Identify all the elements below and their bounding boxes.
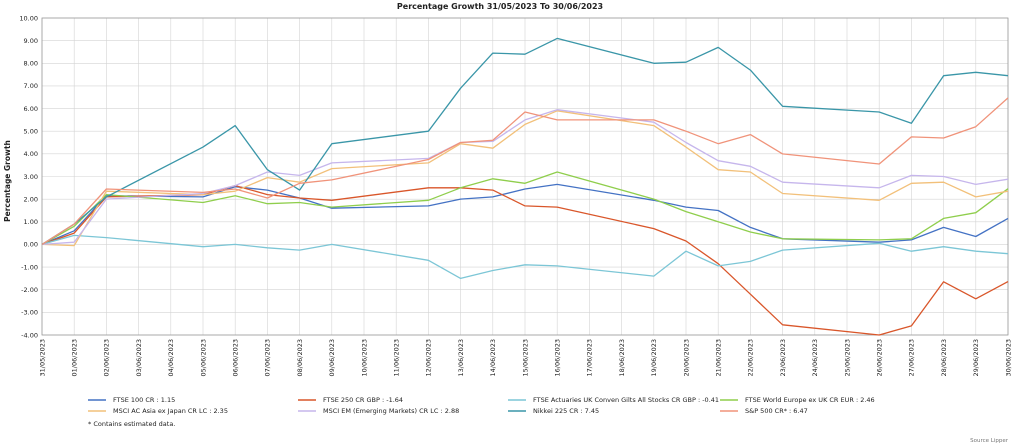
x-tick-label: 30/06/2023 [1004,339,1012,376]
legend-entry: FTSE Actuaries UK Conven Gilts All Stock… [533,396,719,404]
x-tick-label: 18/06/2023 [618,339,626,376]
x-tick-label: 02/06/2023 [103,339,111,376]
series-line-7 [41,37,1009,245]
source-credit: Source Lipper [970,438,1009,444]
chart-title: Percentage Growth 31/05/2023 To 30/06/20… [397,2,603,11]
x-tick-label: 14/06/2023 [489,339,497,376]
plot-frame [41,17,1009,336]
x-tick-label: 09/06/2023 [328,339,336,376]
x-tick-label: 29/06/2023 [972,339,980,376]
legend-entry: FTSE World Europe ex UK CR EUR : 2.46 [745,396,875,404]
x-tick-label: 10/06/2023 [360,339,368,376]
x-tick-label: 05/06/2023 [199,339,207,376]
y-tick-label: -1.00 [21,263,38,271]
legend-entry: MSCI AC Asia ex Japan CR LC : 2.35 [113,407,228,415]
x-tick-label: 24/06/2023 [811,339,819,376]
x-tick-label: 20/06/2023 [682,339,690,376]
y-tick-label: 10.00 [19,14,38,22]
x-tick-label: 11/06/2023 [393,339,401,376]
y-tick-label: -4.00 [21,331,38,339]
legend-entry: MSCI EM (Emerging Markets) CR LC : 2.88 [323,407,459,415]
y-axis-label: Percentage Growth [3,140,12,222]
y-tick-label: 8.00 [24,60,38,68]
legend-entry: S&P 500 CR* : 6.47 [745,407,808,415]
series-line-3 [41,234,1009,280]
series-lines [41,37,1009,336]
y-tick-label: 3.00 [24,173,38,181]
y-tick-label: 6.00 [24,105,38,113]
gridlines [41,17,1009,336]
legend: FTSE 100 CR : 1.15 FTSE 250 CR GBP : -1.6… [88,396,875,415]
x-tick-label: 12/06/2023 [425,339,433,376]
x-tick-label: 17/06/2023 [586,339,594,376]
x-tick-label: 27/06/2023 [908,339,916,376]
x-tick-label: 28/06/2023 [940,339,948,376]
estimated-data-note: * Contains estimated data. [88,420,175,428]
y-tick-label: 2.00 [24,195,38,203]
x-tick-label: 13/06/2023 [457,339,465,376]
y-tick-label: -2.00 [21,286,38,294]
x-tick-label: 15/06/2023 [521,339,529,376]
series-line-6 [41,109,1009,246]
y-tick-label: 5.00 [24,128,38,136]
y-tick-label: 0.00 [24,241,38,249]
x-tick-label: 06/06/2023 [232,339,240,376]
x-tick-label: 08/06/2023 [296,339,304,376]
x-tick-label: 25/06/2023 [843,339,851,376]
y-tick-label: 4.00 [24,150,38,158]
legend-entry: FTSE 250 CR GBP : -1.64 [323,396,403,404]
x-tick-label: 23/06/2023 [779,339,787,376]
axes: 10.00 9.00 8.00 7.00 6.00 5.00 4.00 3.00 2.00 1.0… [19,14,1012,376]
y-tick-label: -3.00 [21,309,38,317]
x-tick-label: 22/06/2023 [747,339,755,376]
x-tick-label: 26/06/2023 [876,339,884,376]
legend-entry: FTSE 100 CR : 1.15 [113,396,175,404]
x-tick-label: 01/06/2023 [71,339,79,376]
x-tick-label: 21/06/2023 [715,339,723,376]
x-tick-label: 31/05/2023 [38,339,46,376]
legend-entry: Nikkei 225 CR : 7.45 [533,407,599,415]
x-tick-label: 04/06/2023 [167,339,175,376]
x-tick-label: 03/06/2023 [135,339,143,376]
y-tick-label: 9.00 [24,37,38,45]
series-line-4 [41,171,1009,245]
series-line-5 [41,110,1009,247]
x-tick-label: 16/06/2023 [554,339,562,376]
series-line-8 [41,97,1009,245]
x-tick-label: 07/06/2023 [264,339,272,376]
x-tick-label: 19/06/2023 [650,339,658,376]
y-tick-label: 7.00 [24,82,38,90]
y-tick-label: 1.00 [24,218,38,226]
